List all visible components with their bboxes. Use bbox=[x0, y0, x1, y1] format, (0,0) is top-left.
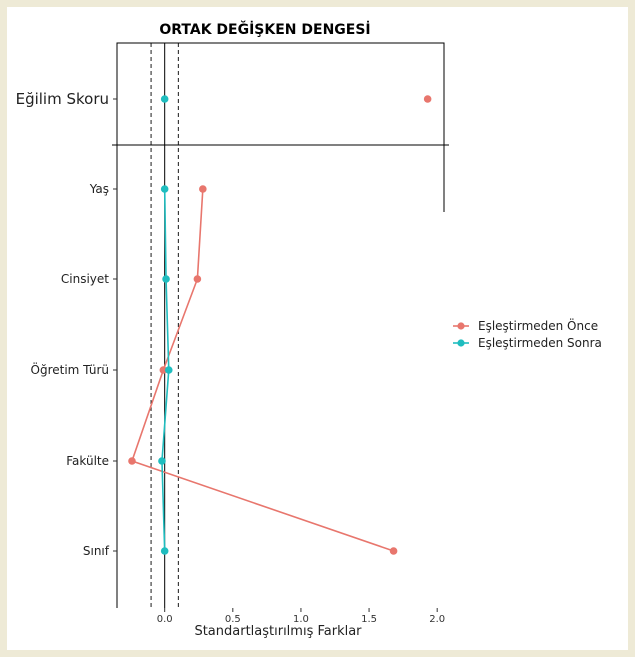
y-axis: Eğilim Skoru Yaş Cinsiyet Öğretim Türü Fakül… bbox=[16, 90, 117, 558]
bottom-panel-series-0-point-1 bbox=[193, 275, 202, 283]
bottom-panel-series-0-point-3 bbox=[128, 457, 136, 465]
chart-frame: ORTAK DEĞİŞKEN DENGESİ Eğilim Skoru Yaş Ci… bbox=[7, 7, 628, 650]
bottom-panel-series-1-point-1 bbox=[162, 275, 170, 283]
x-tick-label-1: 0.5 bbox=[225, 614, 241, 625]
x-tick-label-3: 1.5 bbox=[361, 614, 377, 625]
x-tick-label-2: 1.0 bbox=[293, 614, 309, 625]
y-tick-label-bottom-1: Cinsiyet bbox=[61, 272, 109, 286]
reference-lines bbox=[150, 43, 179, 608]
legend-label-1: Eşleştirmeden Sonra bbox=[478, 336, 602, 350]
bottom-panel-series-1-point-0 bbox=[160, 185, 169, 193]
x-axis-title: Standartlaştırılmış Farklar bbox=[194, 624, 362, 639]
plot-area bbox=[117, 43, 444, 608]
bottom-panel-series-0-point-2 bbox=[159, 366, 168, 374]
y-tick-label-bottom-2: Öğretim Türü bbox=[31, 361, 110, 377]
legend-label-0: Eşleştirmeden Önce bbox=[478, 317, 598, 333]
balance-chart: ORTAK DEĞİŞKEN DENGESİ Eğilim Skoru Yaş Ci… bbox=[16, 20, 602, 639]
chart-title: ORTAK DEĞİŞKEN DENGESİ bbox=[159, 20, 370, 38]
bottom-panel-series-0-point-4 bbox=[389, 547, 398, 555]
legend-marker-1 bbox=[457, 339, 465, 347]
bottom-panel-series-0-point-0 bbox=[199, 185, 207, 193]
x-tick-label-4: 2.0 bbox=[429, 614, 445, 625]
legend-marker-0 bbox=[457, 322, 465, 330]
y-tick-label-top-0: Eğilim Skoru bbox=[16, 90, 109, 108]
top-panel-series-1-point-0 bbox=[160, 95, 169, 103]
series-layer bbox=[128, 95, 432, 555]
legend: Eşleştirmeden Önce Eşleştirmeden Sonra bbox=[453, 317, 602, 350]
y-tick-label-bottom-3: Fakülte bbox=[66, 454, 109, 468]
bottom-panel-series-1-point-3 bbox=[158, 457, 166, 465]
bottom-panel-series-1-point-2 bbox=[164, 366, 173, 374]
panel-borders bbox=[112, 42, 449, 608]
top-panel-series-0-point-0 bbox=[423, 95, 432, 103]
y-tick-label-bottom-4: Sınıf bbox=[83, 544, 110, 558]
x-tick-label-0: 0.0 bbox=[157, 614, 173, 625]
x-axis: 0.0 0.5 1.0 1.5 2.0 bbox=[157, 608, 445, 625]
bottom-panel-series-1-point-4 bbox=[160, 547, 169, 555]
y-tick-label-bottom-0: Yaş bbox=[89, 182, 109, 196]
